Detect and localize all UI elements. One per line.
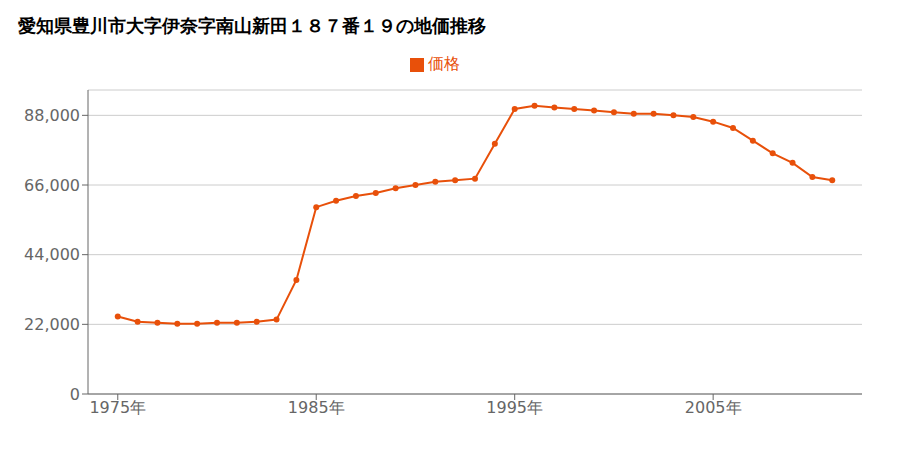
svg-text:1975年: 1975年 — [89, 398, 146, 417]
svg-text:1985年: 1985年 — [288, 398, 345, 417]
svg-text:0: 0 — [70, 385, 80, 404]
html-text:愛知県豊川市大字伊奈字南山新田１８７番１９の地価推移: 愛知県豊川市大字伊奈字南山新田１８７番１９の地価推移 — [18, 15, 486, 36]
svg-text:44,000: 44,000 — [24, 245, 80, 264]
svg-text:66,000: 66,000 — [24, 176, 80, 195]
svg-text:88,000: 88,000 — [24, 106, 80, 125]
svg-text:22,000: 22,000 — [24, 315, 80, 334]
svg-text:1995年: 1995年 — [486, 398, 543, 417]
svg-text:2005年: 2005年 — [685, 398, 742, 417]
html-text:価格: 価格 — [428, 54, 460, 73]
